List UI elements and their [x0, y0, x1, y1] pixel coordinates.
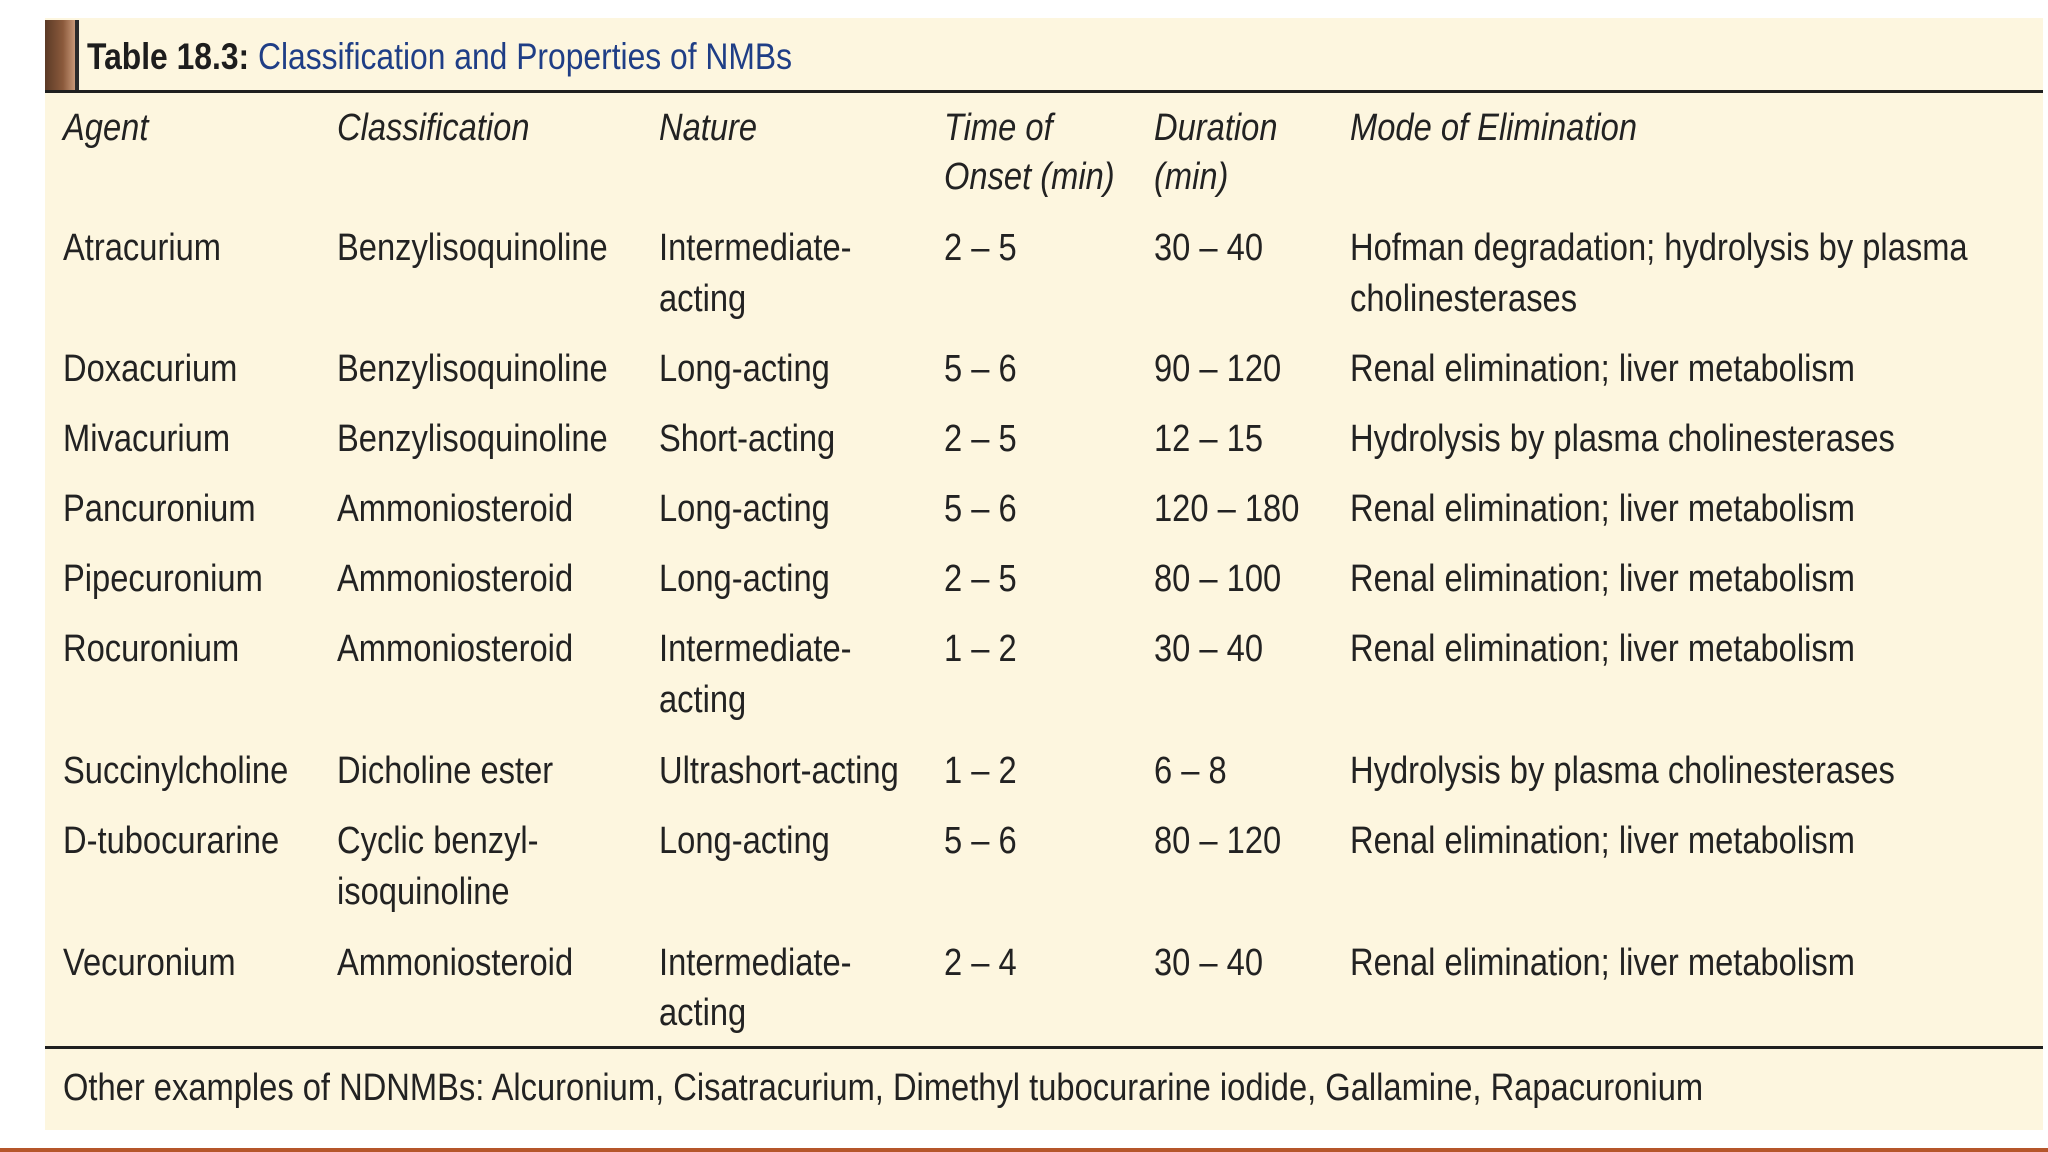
row-vecuronium-duration: 30 – 40 — [1154, 942, 1264, 984]
header-onset-line2: Onset (min) — [944, 156, 1115, 198]
row-d-tubocurarine-elimination: Renal elimination; liver metabolism — [1350, 820, 1855, 862]
row-succinylcholine-classification: Dicholine ester — [337, 750, 554, 792]
row-rocuronium-agent: Rocuronium — [63, 628, 240, 670]
row-rocuronium-onset: 1 – 2 — [944, 628, 1017, 670]
table-panel: Table 18.3: Classification and Propertie… — [45, 18, 2043, 1130]
row-atracurium-onset: 2 – 5 — [944, 227, 1017, 269]
row-pipecuronium-duration: 80 – 100 — [1154, 558, 1282, 600]
row-vecuronium-elimination: Renal elimination; liver metabolism — [1350, 942, 1855, 984]
row-vecuronium-nature-line2: acting — [659, 992, 747, 1034]
table-bottom-rule — [45, 1046, 2043, 1049]
row-doxacurium-duration: 90 – 120 — [1154, 348, 1282, 390]
caption-accent-edge — [75, 20, 79, 92]
row-succinylcholine-onset: 1 – 2 — [944, 750, 1017, 792]
row-pipecuronium-agent: Pipecuronium — [63, 558, 263, 600]
row-doxacurium-agent: Doxacurium — [63, 348, 238, 390]
page-bottom-line — [0, 1148, 2048, 1152]
row-mivacurium-agent: Mivacurium — [63, 418, 231, 460]
row-atracurium-agent: Atracurium — [63, 227, 221, 269]
row-pipecuronium-nature: Long-acting — [659, 558, 830, 600]
header-nature: Nature — [659, 107, 758, 149]
row-pipecuronium-onset: 2 – 5 — [944, 558, 1017, 600]
row-vecuronium-agent: Vecuronium — [63, 942, 236, 984]
row-pipecuronium-elimination: Renal elimination; liver metabolism — [1350, 558, 1855, 600]
table-title: Classification and Properties of NMBs — [257, 36, 793, 77]
header-agent: Agent — [63, 107, 149, 149]
header-elimination: Mode of Elimination — [1350, 107, 1638, 149]
table-caption: Table 18.3: Classification and Propertie… — [87, 34, 792, 80]
row-atracurium-elimination-line2: cholinesterases — [1350, 278, 1578, 320]
row-atracurium-nature-line2: acting — [659, 278, 747, 320]
row-doxacurium-elimination: Renal elimination; liver metabolism — [1350, 348, 1855, 390]
row-succinylcholine-duration: 6 – 8 — [1154, 750, 1227, 792]
table-footnote: Other examples of NDNMBs: Alcuronium, Ci… — [63, 1067, 1704, 1109]
row-pipecuronium-classification: Ammoniosteroid — [337, 558, 574, 600]
row-doxacurium-classification: Benzylisoquinoline — [337, 348, 608, 390]
header-duration-line1: Duration — [1154, 107, 1278, 149]
row-pancuronium-elimination: Renal elimination; liver metabolism — [1350, 488, 1855, 530]
row-pancuronium-onset: 5 – 6 — [944, 488, 1017, 530]
row-d-tubocurarine-nature: Long-acting — [659, 820, 830, 862]
row-rocuronium-classification: Ammoniosteroid — [337, 628, 574, 670]
header-classification: Classification — [337, 107, 530, 149]
row-d-tubocurarine-agent: D-tubocurarine — [63, 820, 280, 862]
header-onset-line1: Time of — [944, 107, 1053, 149]
table-caption-bar: Table 18.3: Classification and Propertie… — [45, 18, 2043, 92]
row-doxacurium-onset: 5 – 6 — [944, 348, 1017, 390]
row-mivacurium-onset: 2 – 5 — [944, 418, 1017, 460]
row-pancuronium-duration: 120 – 180 — [1154, 488, 1300, 530]
header-duration-line2: (min) — [1154, 156, 1229, 198]
row-d-tubocurarine-classification-line2: isoquinoline — [337, 871, 510, 913]
row-rocuronium-nature-line2: acting — [659, 679, 747, 721]
row-pancuronium-agent: Pancuronium — [63, 488, 256, 530]
row-mivacurium-elimination: Hydrolysis by plasma cholinesterases — [1350, 418, 1895, 460]
row-pancuronium-classification: Ammoniosteroid — [337, 488, 574, 530]
row-atracurium-elimination-line1: Hofman degradation; hydrolysis by plasma — [1350, 227, 1968, 269]
row-pancuronium-nature: Long-acting — [659, 488, 830, 530]
row-succinylcholine-elimination: Hydrolysis by plasma cholinesterases — [1350, 750, 1895, 792]
row-d-tubocurarine-onset: 5 – 6 — [944, 820, 1017, 862]
table-number: Table 18.3: — [87, 36, 250, 77]
row-atracurium-duration: 30 – 40 — [1154, 227, 1264, 269]
row-d-tubocurarine-duration: 80 – 120 — [1154, 820, 1282, 862]
row-vecuronium-nature-line1: Intermediate- — [659, 942, 852, 984]
row-doxacurium-nature: Long-acting — [659, 348, 830, 390]
row-atracurium-nature-line1: Intermediate- — [659, 227, 852, 269]
caption-rule — [45, 90, 2043, 93]
row-atracurium-classification: Benzylisoquinoline — [337, 227, 608, 269]
row-mivacurium-duration: 12 – 15 — [1154, 418, 1264, 460]
row-rocuronium-duration: 30 – 40 — [1154, 628, 1264, 670]
row-rocuronium-elimination: Renal elimination; liver metabolism — [1350, 628, 1855, 670]
row-rocuronium-nature-line1: Intermediate- — [659, 628, 852, 670]
row-mivacurium-nature: Short-acting — [659, 418, 836, 460]
row-succinylcholine-agent: Succinylcholine — [63, 750, 289, 792]
row-vecuronium-onset: 2 – 4 — [944, 942, 1017, 984]
row-vecuronium-classification: Ammoniosteroid — [337, 942, 574, 984]
caption-accent-bar — [45, 20, 75, 92]
row-mivacurium-classification: Benzylisoquinoline — [337, 418, 608, 460]
row-d-tubocurarine-classification-line1: Cyclic benzyl- — [337, 820, 539, 862]
row-succinylcholine-nature: Ultrashort-acting — [659, 750, 899, 792]
